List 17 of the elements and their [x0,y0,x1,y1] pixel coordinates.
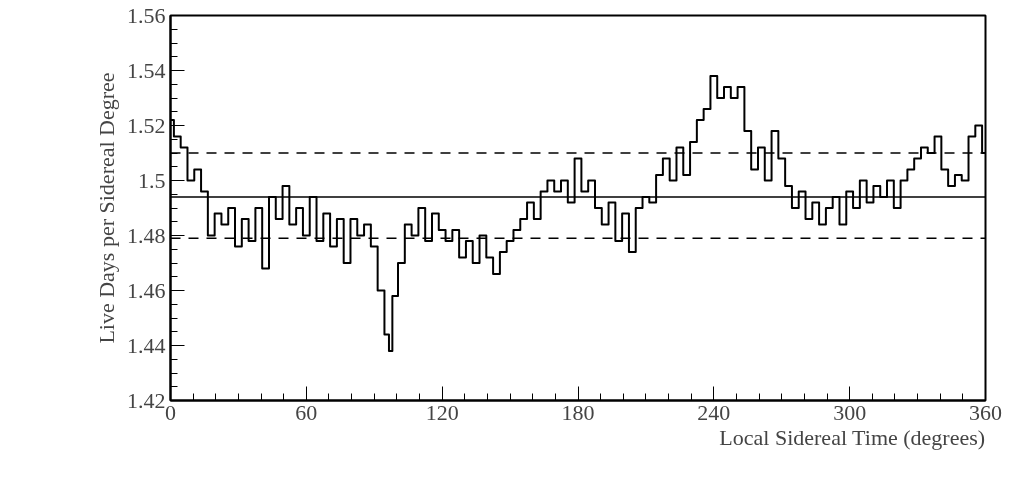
y-axis-title: Live Days per Sidereal Degree [94,72,119,344]
x-axis-title: Local Sidereal Time (degrees) [719,424,986,450]
y-tick-label: 1.48 [127,222,166,248]
y-tick-label: 1.5 [138,167,166,193]
x-tick-label: 240 [697,399,731,425]
x-tick-label: 360 [969,399,1002,425]
y-tick-label: 1.56 [127,2,166,28]
y-tick-label: 1.54 [127,57,166,83]
x-tick-label: 300 [833,399,867,425]
x-tick-label: 60 [295,399,318,425]
y-tick-label: 1.44 [127,332,166,358]
x-tick-label: 180 [561,399,595,425]
y-tick-label: 1.52 [127,112,166,138]
y-tick-label: 1.46 [127,277,166,303]
y-tick-label: 1.42 [127,387,166,413]
x-tick-label: 120 [425,399,459,425]
x-tick-label: 0 [165,399,176,425]
